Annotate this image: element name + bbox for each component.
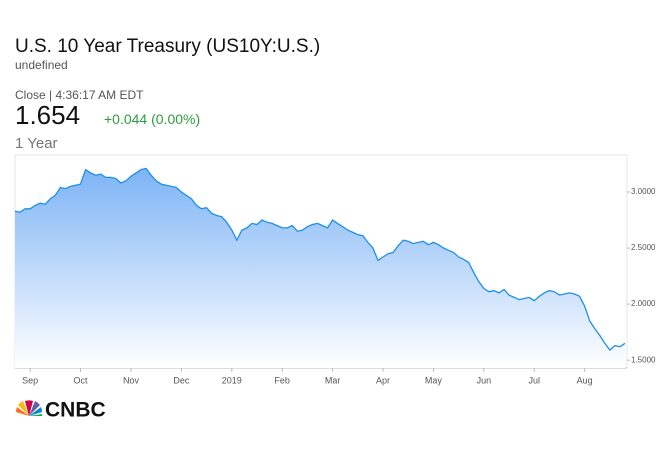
line	[14, 167, 626, 352]
x-tick-label: Dec	[173, 375, 190, 385]
title: U.S. 10 Year Treasury (US10Y:U.S.)	[15, 36, 321, 57]
y-tick-label: 3.0000	[631, 187, 656, 196]
y-tick-label: 2.0000	[631, 299, 656, 308]
y-tick-label: 1.5000	[631, 355, 656, 364]
logo: CNBC	[16, 399, 106, 422]
y-tick-label: 2.5000	[631, 243, 656, 252]
x-tick-label: May	[425, 375, 443, 385]
area	[15, 168, 625, 368]
x-tick-label: Jun	[477, 375, 492, 385]
change: +0.044 (0.00%)	[104, 111, 201, 127]
x-tick-label: 2019	[222, 375, 242, 385]
logo-text: CNBC	[45, 399, 106, 422]
x-tick-label: Aug	[577, 375, 593, 385]
chart: 1.5000 2.0000 2.5000 3.0000 Sep Oct Nov Dec 2019…	[14, 154, 656, 385]
x-tick-label: Nov	[123, 375, 140, 385]
price: 1.654	[15, 100, 81, 130]
close-time: Close | 4:36:17 AM EDT	[15, 88, 144, 102]
peacock-icon	[16, 400, 43, 416]
x-tick-label: Mar	[325, 375, 341, 385]
x-tick-label: Oct	[74, 375, 89, 385]
x-tick-label: Jul	[528, 375, 540, 385]
subtitle: undefined	[15, 58, 68, 72]
x-tick-label: Apr	[376, 375, 390, 385]
x-tick-label: Feb	[274, 375, 290, 385]
range: 1 Year	[15, 135, 58, 152]
x-tick-label: Sep	[22, 375, 38, 385]
